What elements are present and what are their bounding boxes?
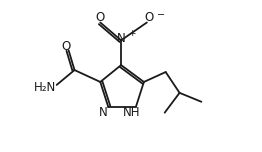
Text: O: O bbox=[144, 11, 154, 24]
Text: O: O bbox=[96, 11, 105, 24]
Text: N: N bbox=[99, 106, 108, 119]
Text: H₂N: H₂N bbox=[34, 81, 56, 94]
Text: NH: NH bbox=[123, 106, 141, 119]
Text: O: O bbox=[61, 40, 70, 53]
Text: +: + bbox=[128, 29, 135, 38]
Text: −: − bbox=[157, 10, 165, 20]
Text: N: N bbox=[117, 32, 125, 45]
